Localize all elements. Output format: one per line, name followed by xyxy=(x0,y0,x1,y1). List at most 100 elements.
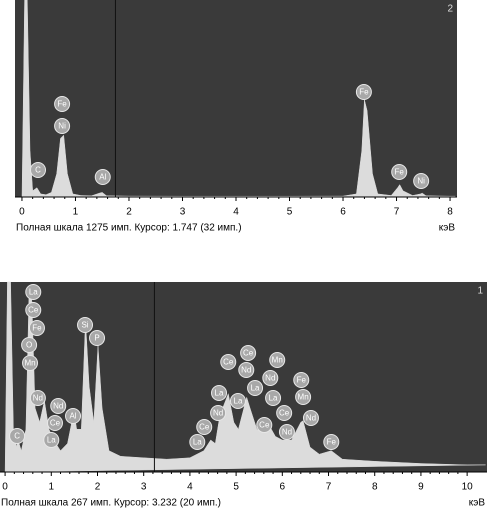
element-marker xyxy=(229,393,246,409)
x-tick-label: 6 xyxy=(280,482,286,493)
plot-area xyxy=(15,0,457,197)
x-tick-label: 7 xyxy=(394,207,400,218)
element-label: Fe xyxy=(359,88,369,97)
element-marker xyxy=(94,169,111,185)
element-marker xyxy=(211,385,228,401)
element-label: Fe xyxy=(57,100,67,109)
element-label: La xyxy=(29,288,38,297)
x-unit: кэВ xyxy=(469,498,486,509)
element-marker xyxy=(189,434,206,450)
element-label: Ce xyxy=(279,409,290,418)
element-marker xyxy=(54,96,71,112)
element-label: Fe xyxy=(395,168,405,177)
element-marker xyxy=(25,284,42,300)
element-marker xyxy=(302,410,319,426)
element-marker xyxy=(240,345,257,361)
x-tick-label: 7 xyxy=(326,482,332,493)
element-marker xyxy=(247,380,264,396)
element-label: Si xyxy=(81,321,88,330)
element-label: Ce xyxy=(243,349,254,358)
element-label: Ce xyxy=(50,419,61,428)
element-label: Ni xyxy=(417,177,425,186)
element-label: C xyxy=(35,166,41,175)
element-marker xyxy=(256,417,273,433)
element-label: Nd xyxy=(265,374,275,383)
x-tick-label: 6 xyxy=(340,207,346,218)
element-marker xyxy=(50,398,67,414)
x-tick-label: 9 xyxy=(418,482,424,493)
element-marker xyxy=(89,330,106,346)
element-label: Mn xyxy=(298,393,309,402)
element-marker xyxy=(293,372,310,388)
element-label: P xyxy=(94,334,99,343)
element-marker xyxy=(43,432,60,448)
element-marker xyxy=(238,362,255,378)
element-label: Nd xyxy=(241,366,251,375)
element-label: Nd xyxy=(33,394,43,403)
element-label: Ce xyxy=(199,423,210,432)
element-label: Mn xyxy=(24,359,35,368)
element-marker xyxy=(25,302,42,318)
x-tick-label: 2 xyxy=(95,482,101,493)
x-tick-label: 3 xyxy=(180,207,186,218)
x-tick-label: 5 xyxy=(233,482,239,493)
element-marker xyxy=(54,118,71,134)
panel-label: 2 xyxy=(447,4,453,15)
spectrum xyxy=(21,0,456,198)
element-marker xyxy=(46,415,63,431)
element-marker xyxy=(269,352,286,368)
element-marker xyxy=(65,408,82,424)
element-marker xyxy=(210,405,227,421)
spectrum xyxy=(4,281,486,473)
element-marker xyxy=(9,428,26,444)
element-marker xyxy=(278,424,295,440)
x-tick-label: 0 xyxy=(19,207,25,218)
x-tick-label: 10 xyxy=(462,482,474,493)
element-label: Nd xyxy=(282,428,292,437)
element-marker xyxy=(29,390,46,406)
element-label: La xyxy=(234,397,243,406)
element-marker xyxy=(22,355,39,371)
caption: Полная шкала 1275 имп. Курсор: 1.747 (32… xyxy=(16,223,242,234)
element-label: Al xyxy=(99,173,106,182)
element-label: La xyxy=(193,438,202,447)
element-label: Mn xyxy=(272,356,283,365)
element-label: La xyxy=(47,436,56,445)
element-marker xyxy=(196,419,213,435)
element-marker xyxy=(323,434,340,450)
element-marker xyxy=(28,320,45,336)
element-marker xyxy=(295,389,312,405)
x-tick-label: 4 xyxy=(187,482,193,493)
element-label: Ni xyxy=(58,122,66,131)
x-tick-label: 5 xyxy=(287,207,293,218)
x-tick-label: 1 xyxy=(73,207,79,218)
element-label: Ce xyxy=(259,421,270,430)
element-label: La xyxy=(251,384,260,393)
element-marker xyxy=(276,405,293,421)
element-marker xyxy=(265,390,282,406)
element-label: Fe xyxy=(327,438,337,447)
element-label: Fe xyxy=(32,324,42,333)
x-unit: кэВ xyxy=(439,223,456,234)
x-tick-label: 0 xyxy=(2,482,8,493)
x-tick-label: 8 xyxy=(447,207,453,218)
element-marker xyxy=(220,354,237,370)
element-label: O xyxy=(26,341,32,350)
element-marker xyxy=(30,162,47,178)
x-tick-label: 1 xyxy=(49,482,55,493)
element-label: Al xyxy=(69,412,76,421)
element-marker xyxy=(262,370,279,386)
element-label: Ce xyxy=(28,306,39,315)
element-marker xyxy=(355,84,372,100)
element-marker xyxy=(21,337,38,353)
element-marker xyxy=(77,317,94,333)
element-label: Nd xyxy=(53,402,63,411)
x-tick-label: 8 xyxy=(372,482,378,493)
element-label: La xyxy=(215,389,224,398)
x-tick-label: 3 xyxy=(141,482,147,493)
panel-label: 1 xyxy=(477,286,483,297)
element-label: Ce xyxy=(223,358,234,367)
element-label: La xyxy=(269,394,278,403)
element-label: Nd xyxy=(213,409,223,418)
